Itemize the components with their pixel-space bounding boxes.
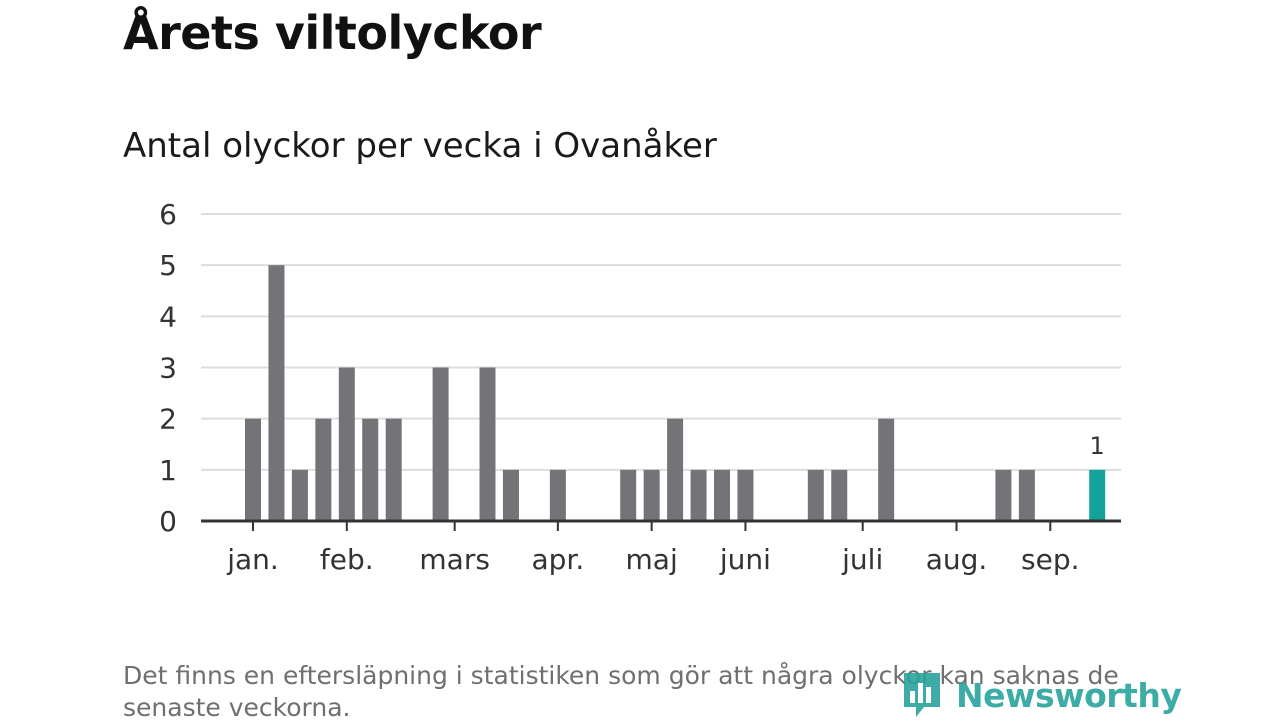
- bar: [878, 418, 895, 521]
- y-tick-label: 6: [159, 198, 177, 231]
- bar: [667, 418, 684, 521]
- x-tick-label: mars: [419, 543, 490, 576]
- bar: [245, 418, 261, 521]
- y-tick-label: 5: [159, 249, 177, 282]
- data-labels: 1: [1090, 432, 1105, 460]
- x-tick-label: juli: [841, 543, 883, 576]
- chart-title: Årets viltolyckor: [123, 6, 542, 60]
- bar: [315, 418, 332, 521]
- chart-subtitle: Antal olyckor per vecka i Ovanåker: [123, 126, 717, 166]
- x-tick-label: maj: [626, 543, 678, 576]
- bar: [831, 469, 848, 521]
- bar: [338, 367, 355, 521]
- bar: [643, 469, 660, 521]
- newsworthy-logo: Newsworthy: [902, 670, 1182, 720]
- x-tick-label: feb.: [320, 543, 374, 576]
- y-tick-label: 3: [159, 352, 177, 385]
- x-tick-label: aug.: [926, 543, 988, 576]
- x-tick-label: sep.: [1021, 543, 1080, 576]
- bar-chart: 0 1 2 3 4 5 6 jan. feb. mars apr. maj juni juli aug. s…: [159, 198, 1121, 576]
- bar: [362, 418, 379, 521]
- y-tick-label: 2: [159, 403, 177, 436]
- bar: [385, 418, 402, 521]
- bar: [620, 469, 637, 521]
- bar: [291, 469, 308, 521]
- bar: [737, 469, 754, 521]
- bar: [1018, 469, 1035, 521]
- x-tick-label: juni: [719, 543, 771, 576]
- x-tick-label: jan.: [226, 543, 279, 576]
- y-axis-ticks: 0 1 2 3 4 5 6: [159, 198, 177, 538]
- bar: [690, 469, 707, 521]
- y-tick-label: 0: [159, 505, 177, 538]
- x-tick-label: apr.: [531, 543, 584, 576]
- bar: [807, 469, 824, 521]
- y-tick-label: 1: [159, 454, 177, 487]
- bar: [714, 469, 730, 521]
- bar: [995, 469, 1012, 521]
- bars: [245, 265, 1106, 521]
- bar: [432, 367, 449, 521]
- footnote: Det finns en eftersläpning i statistiken…: [123, 661, 1119, 722]
- y-tick-label: 4: [159, 300, 177, 333]
- bar: [502, 469, 519, 521]
- bar-highlight: [1089, 469, 1106, 521]
- x-axis-ticks: jan. feb. mars apr. maj juni juli aug. sep.: [226, 521, 1080, 576]
- bar: [549, 469, 566, 521]
- bar: [268, 265, 285, 521]
- bar-chart-speech-bubble-icon: [904, 673, 940, 717]
- logo-text: Newsworthy: [956, 675, 1182, 715]
- data-label: 1: [1090, 432, 1105, 460]
- bar: [479, 367, 496, 521]
